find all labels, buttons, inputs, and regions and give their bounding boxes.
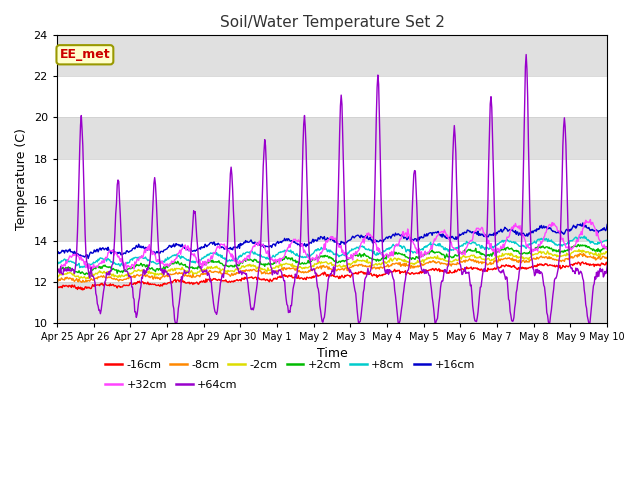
+8cm [554,243,561,249]
Y-axis label: Temperature (C): Temperature (C) [15,128,28,230]
+64cm [377,191,385,196]
+32cm [431,237,439,243]
+2cm [81,272,89,277]
-16cm [175,277,182,283]
+8cm [378,250,385,255]
Bar [57,118,607,158]
Line: +32cm: +32cm [57,219,607,271]
Line: +64cm: +64cm [57,55,607,326]
+64cm [174,315,182,321]
+64cm [198,266,205,272]
+64cm [586,324,593,329]
+16cm [84,256,92,262]
Bar [57,282,607,323]
+2cm [53,268,61,274]
+16cm [604,222,611,228]
+2cm [574,241,582,247]
-8cm [378,264,385,270]
-16cm [79,287,86,293]
+16cm [579,220,587,226]
-2cm [175,266,182,272]
+2cm [378,255,385,261]
+8cm [175,252,182,258]
+16cm [53,252,61,257]
+32cm [198,261,205,266]
-2cm [324,261,332,267]
X-axis label: Time: Time [317,348,348,360]
Line: -2cm: -2cm [57,250,607,279]
-2cm [198,268,206,274]
+8cm [324,248,332,254]
-8cm [175,271,182,276]
+64cm [431,322,439,328]
Line: +2cm: +2cm [57,244,607,275]
+32cm [324,240,332,245]
Line: +8cm: +8cm [57,236,607,268]
-2cm [432,255,440,261]
+8cm [76,265,84,271]
-16cm [432,265,440,271]
-16cm [324,272,332,277]
+2cm [554,248,561,254]
Title: Soil/Water Temperature Set 2: Soil/Water Temperature Set 2 [220,15,444,30]
-8cm [580,251,588,256]
+64cm [522,52,530,58]
+16cm [198,245,206,251]
+32cm [553,224,561,230]
Line: -16cm: -16cm [57,262,607,290]
-2cm [82,276,90,282]
-16cm [378,272,385,278]
+2cm [175,260,182,265]
-2cm [53,273,61,279]
+64cm [324,286,332,292]
Line: -8cm: -8cm [57,253,607,282]
-8cm [432,260,440,266]
-16cm [198,279,206,285]
Line: +16cm: +16cm [57,223,607,259]
+32cm [586,216,594,222]
-8cm [78,279,86,285]
+16cm [324,236,332,241]
+32cm [53,268,61,274]
+64cm [53,269,61,275]
-2cm [554,252,561,258]
Text: EE_met: EE_met [60,48,110,61]
+16cm [175,241,182,247]
Legend: +32cm, +64cm: +32cm, +64cm [101,376,242,395]
+8cm [53,264,61,269]
+8cm [432,242,440,248]
Bar [57,200,607,240]
+16cm [378,238,385,243]
+2cm [432,250,440,255]
+64cm [604,263,611,269]
+8cm [580,233,588,239]
-16cm [53,284,61,289]
-2cm [378,261,385,266]
+2cm [604,244,611,250]
-2cm [604,249,611,254]
+8cm [604,237,611,243]
-16cm [579,259,587,265]
-16cm [554,264,561,270]
-8cm [53,278,61,284]
-2cm [575,247,583,252]
-8cm [554,257,561,263]
+32cm [377,250,385,256]
+2cm [324,254,332,260]
-8cm [324,266,332,272]
-16cm [604,262,611,268]
+16cm [554,230,561,236]
-8cm [198,271,206,276]
-8cm [604,254,611,260]
+32cm [174,251,182,257]
+32cm [604,245,611,251]
+64cm [554,269,561,275]
+8cm [198,255,206,261]
Bar [57,36,607,76]
+16cm [432,229,440,235]
+2cm [198,262,206,268]
